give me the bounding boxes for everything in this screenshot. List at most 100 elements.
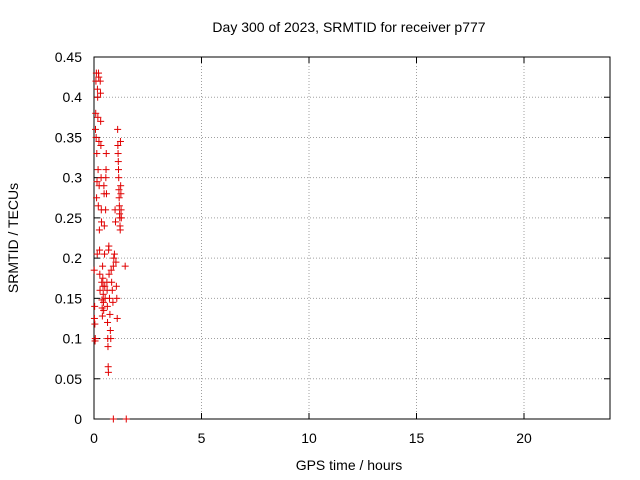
data-point [117, 206, 125, 214]
data-point [97, 141, 105, 149]
data-point [104, 318, 112, 326]
data-point [109, 298, 117, 306]
data-point [98, 312, 106, 320]
data-point [113, 314, 121, 322]
data-point [114, 141, 122, 149]
x-axis-label: GPS time / hours [296, 457, 403, 473]
data-point [104, 368, 112, 376]
data-point [117, 214, 125, 222]
data-point [93, 178, 101, 186]
data-point [115, 174, 123, 182]
y-tick-label: 0.3 [63, 170, 83, 186]
data-point [116, 137, 124, 145]
data-point [93, 150, 101, 158]
data-point [117, 190, 125, 198]
data-point [94, 202, 102, 210]
data-point [95, 226, 103, 234]
data-point [93, 85, 101, 93]
data-point [99, 290, 107, 298]
data-point [99, 274, 107, 282]
plot-frame [93, 56, 611, 420]
data-point [96, 246, 104, 254]
data-point [91, 335, 99, 343]
data-point [100, 182, 108, 190]
data-point [121, 262, 129, 270]
data-point [96, 89, 104, 97]
x-tick-label: 5 [198, 430, 206, 446]
x-tick-label: 20 [516, 430, 532, 446]
data-point [112, 282, 120, 290]
data-point [102, 190, 110, 198]
data-point [105, 294, 113, 302]
y-tick-label: 0.25 [55, 210, 82, 226]
data-point [109, 415, 117, 423]
data-point [101, 282, 109, 290]
data-point [102, 166, 110, 174]
data-point [102, 174, 110, 182]
data-point [104, 343, 112, 351]
data-point [105, 242, 113, 250]
data-point [112, 258, 120, 266]
data-points [90, 69, 130, 423]
data-point [116, 226, 124, 234]
y-tick-label: 0.15 [55, 290, 82, 306]
data-point [110, 254, 118, 262]
y-tick-label: 0.05 [55, 371, 82, 387]
x-tick-label: 0 [90, 430, 98, 446]
data-point [113, 294, 121, 302]
data-point [117, 182, 125, 190]
data-point [92, 109, 100, 117]
data-point [92, 125, 100, 133]
y-tick-label: 0.1 [63, 331, 83, 347]
data-point [106, 327, 114, 335]
data-point [103, 302, 111, 310]
y-tick-label: 0 [74, 411, 82, 427]
data-point [100, 306, 108, 314]
data-point [99, 298, 107, 306]
data-point [93, 250, 101, 258]
data-point [112, 218, 119, 226]
data-point [109, 262, 117, 270]
data-point [115, 194, 123, 202]
data-point [94, 93, 102, 101]
data-point [97, 117, 105, 125]
data-point [91, 320, 99, 328]
x-tick-label: 10 [301, 430, 317, 446]
data-point [100, 222, 108, 230]
y-axis-label: SRMTID / TECUs [5, 183, 21, 293]
axes: 0 5 10 15 20 0 0.05 0.1 0.15 0.2 0.25 0.3 0.35 0.4 0.4… [55, 49, 610, 446]
data-point [108, 286, 116, 294]
data-point [115, 186, 123, 194]
data-point [95, 73, 103, 81]
data-point [106, 310, 114, 318]
data-point [94, 113, 102, 121]
data-point [98, 218, 106, 226]
data-point [95, 137, 103, 145]
chart-title: Day 300 of 2023, SRMTID for receiver p77… [212, 19, 485, 35]
data-point [110, 250, 118, 258]
data-point [111, 206, 119, 214]
data-point [108, 278, 116, 286]
data-point [114, 158, 122, 166]
data-point [96, 286, 104, 294]
data-point [107, 335, 115, 343]
data-point [96, 270, 104, 278]
data-point [93, 194, 101, 202]
data-point [115, 202, 123, 210]
data-point [101, 250, 109, 258]
x-tick-label: 15 [409, 430, 425, 446]
data-point [92, 133, 100, 141]
y-tick-label: 0.2 [63, 250, 83, 266]
grid [94, 57, 610, 419]
data-point [114, 125, 122, 133]
data-point [114, 150, 122, 158]
data-point [107, 266, 115, 274]
data-point [102, 206, 110, 214]
data-point [105, 270, 113, 278]
data-point [90, 266, 98, 274]
data-point [96, 77, 104, 85]
data-point [102, 150, 110, 158]
y-tick-label: 0.35 [55, 129, 82, 145]
data-point [94, 166, 102, 174]
